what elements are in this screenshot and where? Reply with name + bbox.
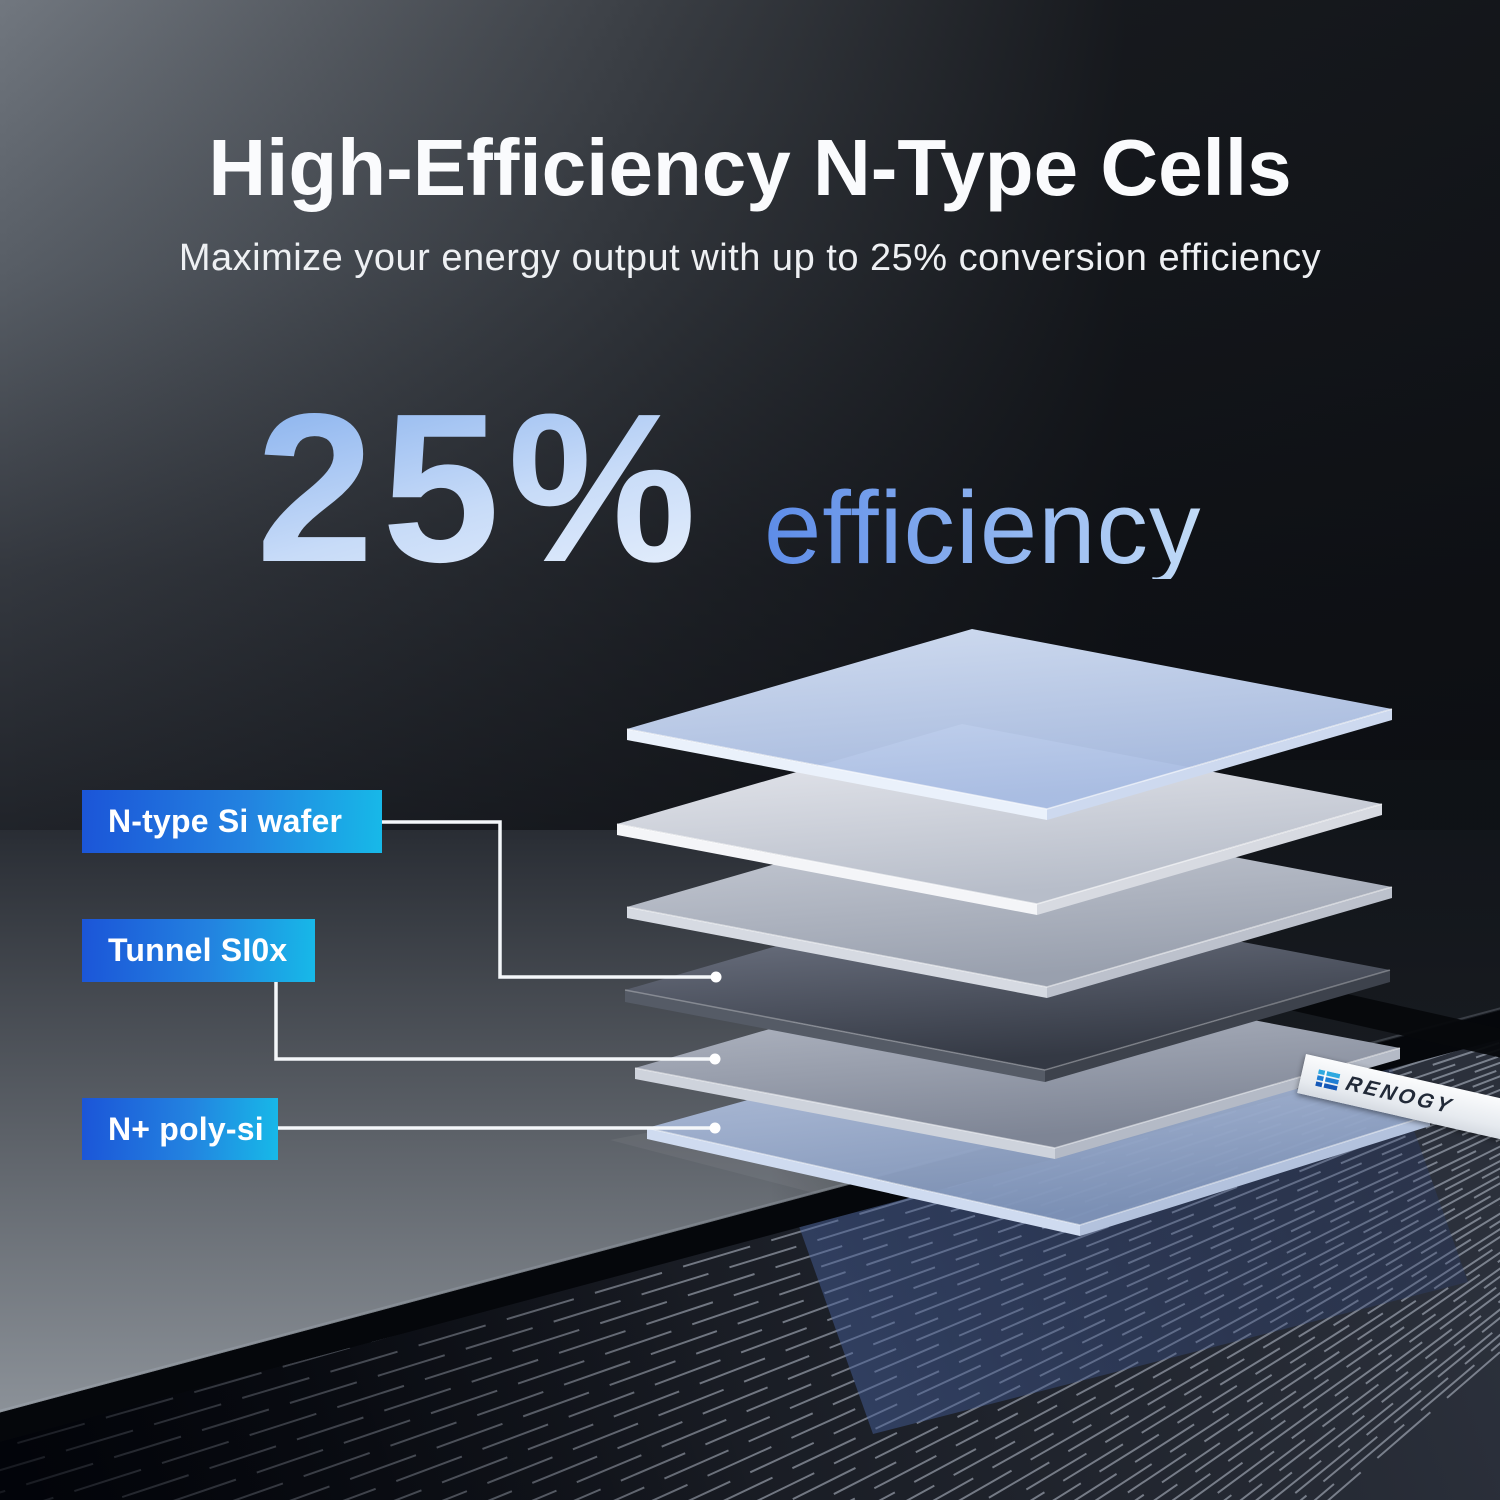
- layer-label-text: Tunnel SI0x: [108, 932, 288, 968]
- layer-label-text: N-type Si wafer: [108, 803, 343, 839]
- layer-label-text: N+ poly-si: [108, 1110, 264, 1147]
- renogy-logo-icon: [1315, 1068, 1341, 1091]
- connector-dot-tunnel: [709, 1053, 721, 1065]
- connector-line-tunnel: [274, 982, 710, 1061]
- page-subtitle: Maximize your energy output with up to 2…: [178, 237, 1322, 279]
- renogy-logo-strip: RENOGY: [1297, 1054, 1500, 1149]
- hero-value: 25%: [256, 369, 705, 606]
- layer-label-tunnel-siox: Tunnel SI0x: [82, 919, 315, 982]
- layer-label-n-poly-si: N+ poly-si: [82, 1098, 278, 1160]
- hero-label: efficiency: [764, 470, 1202, 585]
- connector-dot-n-type: [710, 971, 722, 983]
- connector-dot-poly-si: [709, 1122, 721, 1134]
- connector-line-n-type: [382, 820, 711, 979]
- stack-layer-1-n-type-wafer: [626, 629, 1393, 820]
- layer-label-n-type-si-wafer: N-type Si wafer: [82, 790, 382, 853]
- page-title: High-Efficiency N-Type Cells: [208, 123, 1292, 212]
